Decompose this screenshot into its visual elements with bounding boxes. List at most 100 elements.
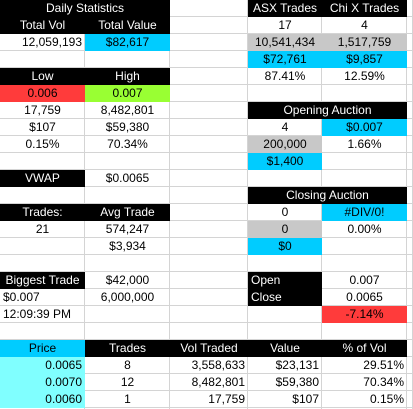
cell: $0.0065 xyxy=(105,171,150,185)
grid-cell xyxy=(170,119,248,136)
grid-cell xyxy=(248,323,322,340)
cell: $59,380 xyxy=(275,375,319,389)
grid-cell xyxy=(170,17,248,34)
cell: 0.0065 xyxy=(0,357,85,374)
grid-cell xyxy=(0,238,85,255)
cell: $1,400 xyxy=(248,153,322,170)
cell: $9,857 xyxy=(322,51,407,68)
cell: 3,558,633 xyxy=(191,358,245,372)
grid-cell xyxy=(322,238,407,255)
cell: $0.007 xyxy=(322,119,407,136)
grid-cell xyxy=(0,255,85,272)
grid-cell xyxy=(322,221,407,238)
cell: $42,000 xyxy=(105,273,150,287)
cell: $59,380 xyxy=(105,120,150,134)
header-cell: Trades xyxy=(85,340,170,357)
cell: 0.006 xyxy=(0,85,85,102)
cell: 4 xyxy=(281,120,289,134)
grid-cell xyxy=(85,306,170,323)
cell: $82,617 xyxy=(85,34,170,51)
grid-cell xyxy=(322,170,407,187)
cell: 70.34% xyxy=(363,375,404,389)
grid-cell xyxy=(407,323,413,340)
grid-cell xyxy=(248,374,322,391)
header-cell: Biggest Trade xyxy=(0,272,85,289)
cell: 21 xyxy=(35,222,50,236)
grid-cell xyxy=(170,255,248,272)
cell: 29.51% xyxy=(363,358,404,372)
header-cell: Total Value xyxy=(85,17,170,34)
grid-cell xyxy=(85,221,170,238)
header-cell: Price xyxy=(0,340,85,357)
grid-cell xyxy=(407,289,413,306)
grid-cell xyxy=(170,102,248,119)
cell: 17,759 xyxy=(24,103,61,117)
cell: 12.59% xyxy=(344,69,385,83)
grid-cell xyxy=(170,51,248,68)
grid-cell xyxy=(0,136,85,153)
grid-cell xyxy=(170,85,248,102)
cell: $107 xyxy=(29,120,56,134)
grid-cell xyxy=(0,306,85,323)
header-cell: VWAP xyxy=(0,170,85,187)
grid-cell xyxy=(85,102,170,119)
cell: 8,482,801 xyxy=(100,103,155,117)
grid-cell xyxy=(322,374,407,391)
cell: 0 xyxy=(248,221,322,238)
grid-cell xyxy=(407,221,413,238)
cell: 17,759 xyxy=(208,392,245,406)
grid-cell xyxy=(407,153,413,170)
grid-cell xyxy=(170,136,248,153)
cell: 1 xyxy=(124,392,131,406)
header-cell: Vol Traded xyxy=(170,340,248,357)
cell: 0.15% xyxy=(25,137,60,151)
grid-cell xyxy=(170,272,248,289)
grid-cell xyxy=(0,119,85,136)
grid-cell xyxy=(85,374,170,391)
grid-cell xyxy=(407,34,413,51)
grid-cell xyxy=(407,119,413,136)
grid-cell xyxy=(170,221,248,238)
grid-cell xyxy=(407,68,413,85)
grid-cell xyxy=(170,306,248,323)
grid-cell xyxy=(248,306,322,323)
grid-cell xyxy=(322,255,407,272)
cell: 8,482,801 xyxy=(191,375,245,389)
grid-cell xyxy=(407,204,413,221)
grid-cell xyxy=(85,289,170,306)
cell: 6,000,000 xyxy=(100,290,155,304)
grid-cell xyxy=(407,340,413,357)
grid-cell xyxy=(248,170,322,187)
grid-cell xyxy=(322,85,407,102)
grid-cell xyxy=(0,34,85,51)
cell: 0.0070 xyxy=(0,374,85,391)
grid-cell xyxy=(248,357,322,374)
grid-cell xyxy=(85,187,170,204)
grid-cell xyxy=(0,153,85,170)
grid-cell xyxy=(170,187,248,204)
grid-cell xyxy=(248,255,322,272)
cell: $23,131 xyxy=(275,358,319,372)
grid-cell xyxy=(322,272,407,289)
grid-cell xyxy=(407,102,413,119)
grid-cell xyxy=(248,119,322,136)
cell: 10,541,434 xyxy=(248,34,322,51)
header-cell: Total Vol xyxy=(0,17,85,34)
grid-cell xyxy=(85,323,170,340)
grid-cell xyxy=(322,357,407,374)
cell: 0.0060 xyxy=(0,391,85,408)
grid-cell xyxy=(322,289,407,306)
grid-cell xyxy=(170,323,248,340)
grid-cell xyxy=(85,238,170,255)
grid-cell xyxy=(407,136,413,153)
header-cell: Value xyxy=(248,340,322,357)
grid-cell xyxy=(322,17,407,34)
cell: 87.41% xyxy=(264,69,306,83)
header-cell: Trades: xyxy=(0,204,85,221)
cell: 0.00% xyxy=(347,222,382,236)
grid-cell xyxy=(170,68,248,85)
grid-cell xyxy=(170,153,248,170)
grid-cell xyxy=(407,255,413,272)
cell: -7.14% xyxy=(322,306,407,323)
